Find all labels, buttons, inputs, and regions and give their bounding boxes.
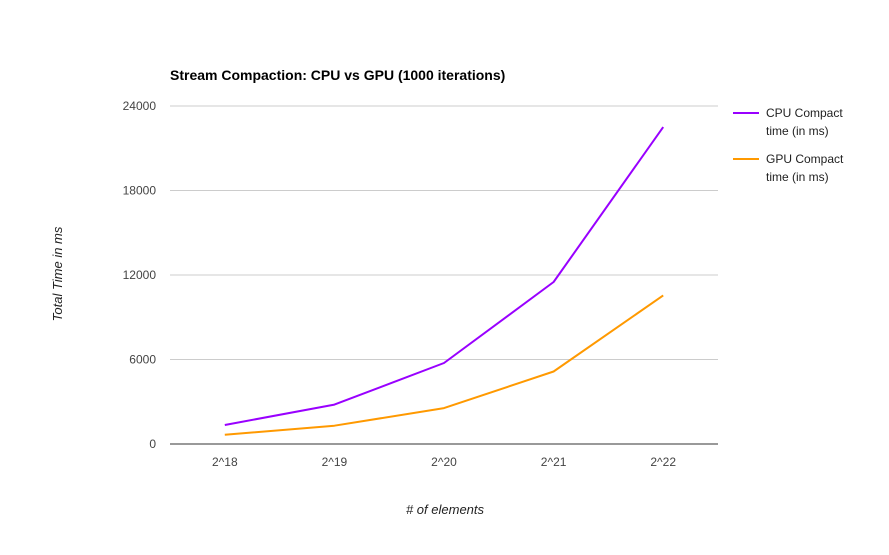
series-line-gpu: [224, 294, 664, 436]
x-tick-label: 2^19: [322, 455, 348, 469]
legend-label: time (in ms): [766, 170, 829, 184]
y-axis-label: Total Time in ms: [50, 226, 65, 321]
x-axis-label: # of elements: [406, 502, 485, 517]
legend-label: time (in ms): [766, 124, 829, 138]
x-tick-label: 2^18: [212, 455, 238, 469]
series-layer: [224, 126, 665, 436]
series-line-cpu: [224, 126, 665, 426]
legend-label: GPU Compact: [766, 152, 844, 166]
chart-title: Stream Compaction: CPU vs GPU (1000 iter…: [170, 67, 505, 83]
x-tick-label: 2^21: [541, 455, 567, 469]
y-tick-labels: 0 6000 12000 18000 24000: [123, 99, 157, 451]
x-tick-label: 2^20: [431, 455, 457, 469]
legend: CPU Compact time (in ms) GPU Compact time (…: [733, 106, 844, 184]
y-tick-label: 12000: [123, 268, 157, 282]
y-tick-label: 6000: [129, 353, 156, 367]
y-tick-label: 18000: [123, 184, 157, 198]
legend-label: CPU Compact: [766, 106, 843, 120]
x-tick-labels: 2^18 2^19 2^20 2^21 2^22: [212, 455, 676, 469]
y-tick-label: 0: [149, 437, 156, 451]
gridlines: [170, 105, 718, 360]
y-tick-label: 24000: [123, 99, 157, 113]
x-tick-label: 2^22: [650, 455, 676, 469]
